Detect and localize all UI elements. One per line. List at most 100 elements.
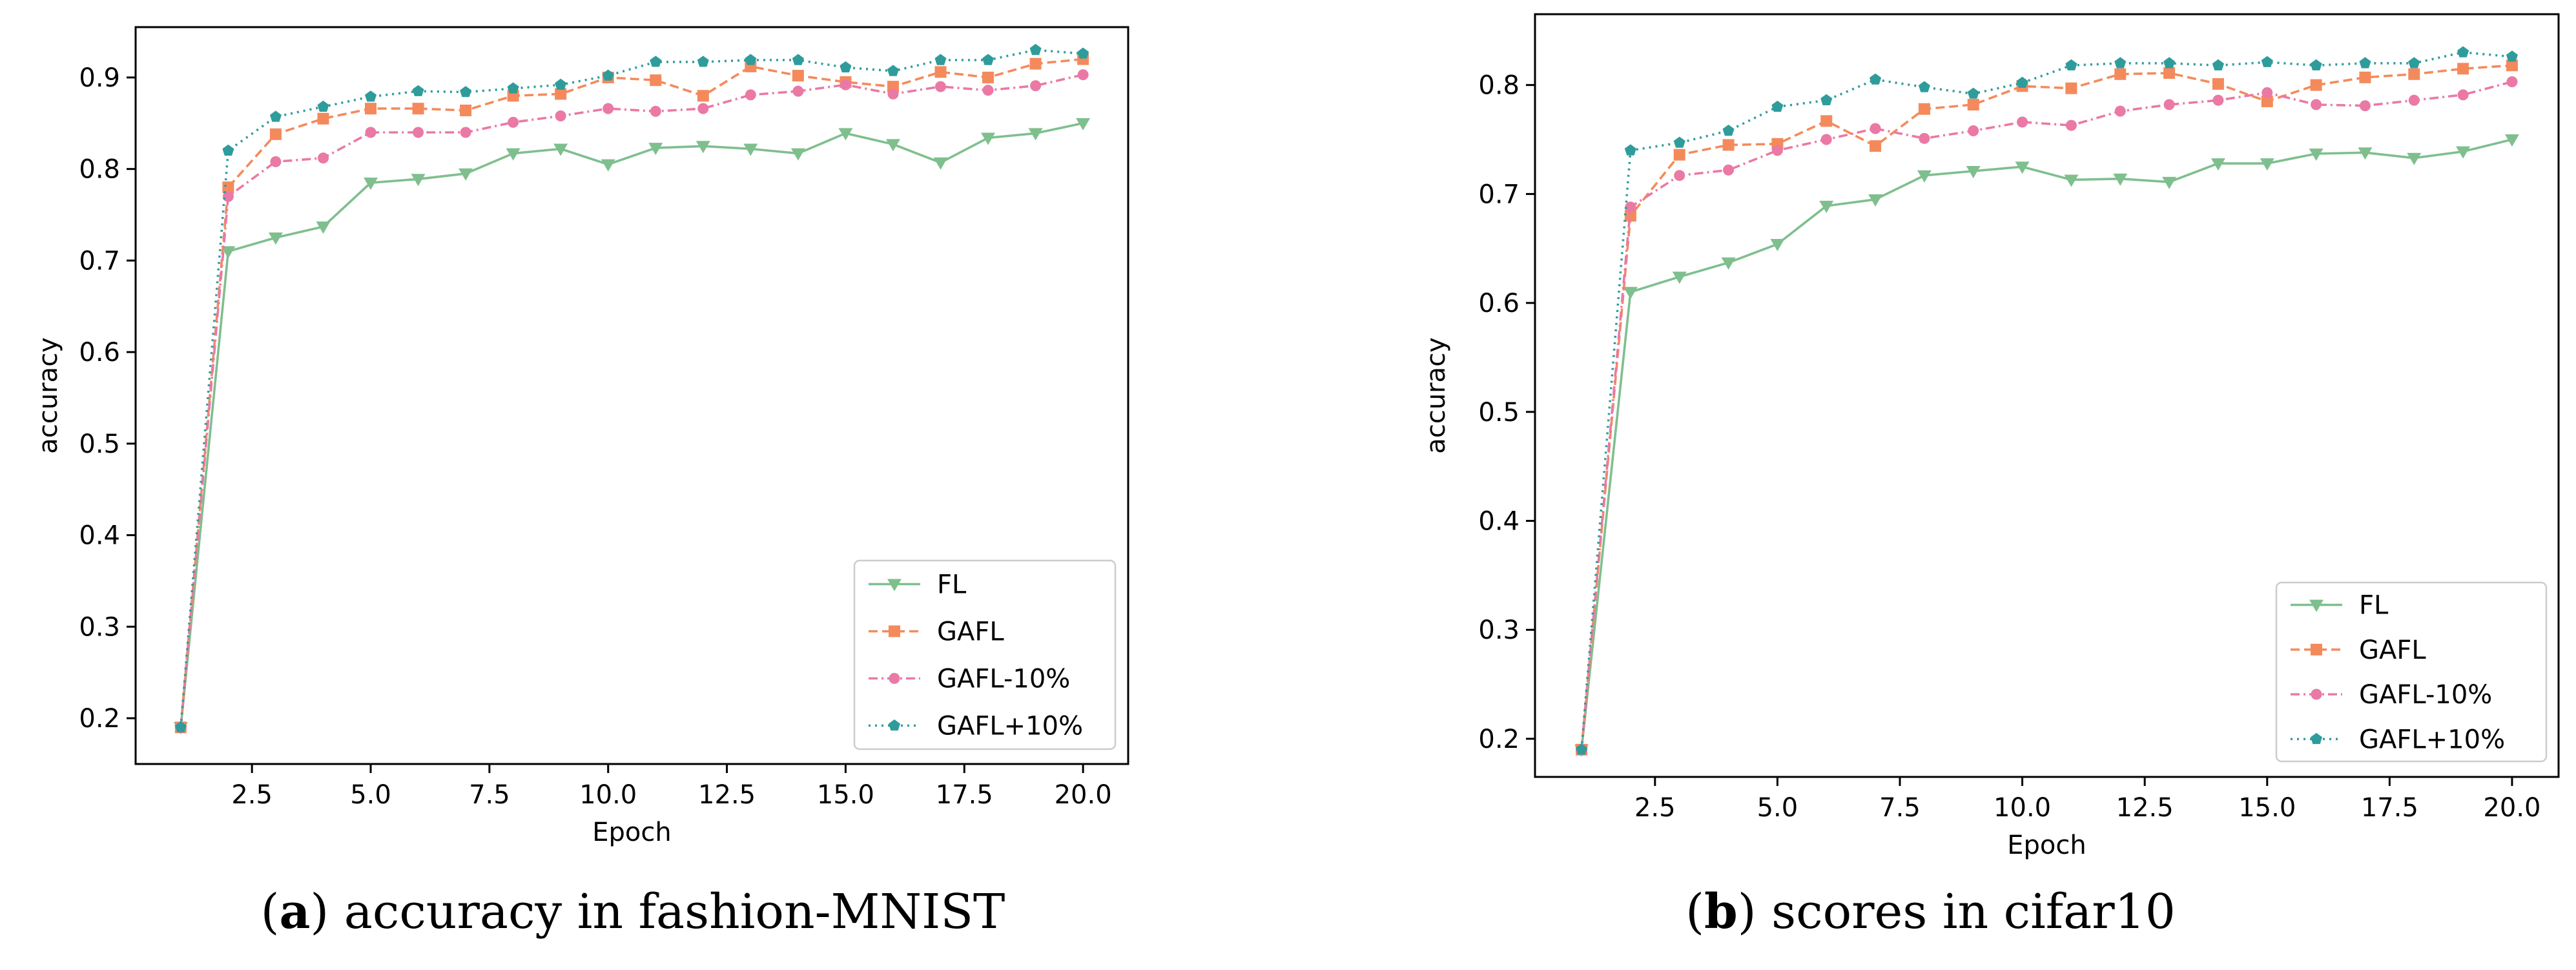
chart-b-series-0-point-13 (2210, 158, 2225, 171)
chart-a-series-0-point-3 (316, 221, 331, 234)
chart-b-series-2-point-14 (2262, 87, 2273, 98)
chart-a-series-3-point-6 (460, 86, 472, 98)
chart-b-series-3-point-7 (1918, 81, 1930, 92)
chart-b-series-3-point-9 (2016, 76, 2028, 88)
chart-b-series-2-point-17 (2408, 94, 2420, 106)
chart-a-series-line-0 (180, 122, 1084, 728)
chart-a-series-1-point-11 (697, 90, 709, 102)
chart-a-series-0-point-13 (790, 148, 805, 161)
chart-b-series-3-point-14 (2261, 56, 2273, 67)
chart-b-series-1-point-11 (2114, 68, 2127, 80)
chart-b-series-2-point-15 (2311, 99, 2322, 110)
chart-b-series-0-point-10 (2064, 174, 2079, 187)
chart-a-series-2-point-16 (935, 81, 947, 92)
chart-b-series-0-point-9 (2015, 161, 2030, 174)
chart-b-legend-label-3: GAFL+10% (2359, 725, 2505, 754)
chart-a-series-0-point-2 (268, 232, 283, 245)
chart-a-series-0-point-8 (553, 143, 568, 156)
caption-b-letter: b (1704, 884, 1738, 940)
chart-a-series-line-1 (180, 57, 1084, 728)
chart-a-series-2-point-4 (365, 127, 376, 138)
chart-b-legend-box (2275, 581, 2548, 763)
chart-a-series-3-point-9 (602, 69, 614, 81)
chart-b-ytick-label-4: 0.6 (1478, 289, 1520, 318)
chart-a-series-1-point-3 (317, 112, 329, 125)
chart-a-series-3-point-12 (745, 54, 757, 65)
chart-a-legend-marker-3 (889, 719, 900, 731)
chart-b-series-0-point-15 (2309, 148, 2324, 161)
chart-a-legend-label-1: GAFL (937, 617, 1004, 647)
chart-b-series-3-point-10 (2065, 59, 2077, 70)
chart-b-series-3-point-3 (1722, 125, 1735, 136)
chart-b-series-2-point-11 (2114, 105, 2126, 117)
chart-b-xtick-label-6: 17.5 (2361, 793, 2418, 823)
chart-a-series-0-point-17 (981, 132, 996, 145)
chart-a-xtick-label-1: 5.0 (350, 780, 391, 810)
chart-a-series-1-point-16 (934, 66, 947, 78)
caption-a: (a) accuracy in fashion-MNIST (0, 888, 1266, 936)
chart-a-ylabel: accuracy (34, 337, 63, 453)
chart-b-ytick-label-2: 0.4 (1478, 507, 1520, 537)
chart-a-series-3-point-13 (792, 54, 804, 65)
chart-b-series-3-point-4 (1771, 100, 1784, 112)
chart-b-series-2-point-18 (2457, 89, 2469, 101)
chart-a-series-1-point-1 (222, 181, 234, 194)
chart-a: 2.5 5.0 7.5 10.0 12.5 15.0 17.5 20.0 0.2 0.3 0.4 0.… (34, 26, 1129, 847)
chart-b-series-0-point-16 (2358, 147, 2373, 160)
chart-b-series-2-point-16 (2359, 100, 2371, 112)
chart-b-xtick-label-3: 10.0 (1994, 793, 2051, 823)
chart-b-series-0-point-7 (1917, 170, 1932, 183)
chart-b-series-2-point-4 (1771, 145, 1783, 156)
chart-a-series-3-point-7 (507, 82, 519, 94)
chart-b-series-0-point-14 (2260, 158, 2274, 171)
caption-b-open: ( (1685, 884, 1705, 940)
chart-b-series-2-point-19 (2506, 76, 2518, 88)
chart-a-ytick-label-6: 0.8 (79, 155, 120, 185)
chart-b-series-3-point-15 (2310, 59, 2322, 70)
chart-a-series-3-point-11 (697, 56, 709, 67)
chart-b-series-1-point-12 (2163, 67, 2176, 79)
caption-a-letter: a (279, 884, 311, 940)
chart-a-series-3-point-0 (174, 721, 187, 732)
chart-b-series-1-point-16 (2359, 71, 2371, 83)
chart-a-xtick-label-3: 10.0 (579, 780, 637, 810)
chart-a-series-3-point-16 (934, 54, 947, 65)
chart-a-legend-label-3: GAFL+10% (937, 712, 1083, 741)
chart-b-series-1-point-6 (1870, 140, 1882, 152)
chart-b-series-1-point-18 (2457, 63, 2469, 75)
chart-b-series-3-point-0 (1576, 743, 1588, 755)
chart-b-xtick-label-4: 12.5 (2116, 793, 2174, 823)
chart-b-series-0-point-3 (1721, 257, 1736, 270)
chart-a-series-2-point-9 (603, 103, 614, 114)
chart-b-series-0-point-17 (2407, 152, 2422, 165)
chart-a-series-line-2 (180, 73, 1084, 728)
chart-a-xtick-label-7: 20.0 (1055, 780, 1112, 810)
chart-a-series-2-point-10 (650, 105, 661, 117)
caption-b: (b) scores in cifar10 (1285, 888, 2576, 936)
chart-b-series-3-point-5 (1820, 94, 1833, 105)
caption-a-text: accuracy in fashion-MNIST (329, 884, 1005, 940)
chart-b-series-2-point-3 (1723, 164, 1735, 176)
chart-b-series-line-1 (1580, 64, 2513, 750)
chart-a-series-0-point-6 (459, 168, 473, 181)
chart-b-series-0-point-5 (1819, 200, 1834, 213)
chart-b-series-line-0 (1580, 138, 2513, 750)
chart-b-series-0-point-12 (2162, 176, 2177, 189)
chart-b-series-3-point-17 (2408, 57, 2420, 68)
chart-b-series-2-point-9 (2017, 116, 2028, 128)
chart-a-legend-label-2: GAFL-10% (937, 665, 1070, 694)
chart-a-legend: FL GAFL GAFL-10% GAFL+10% (853, 559, 1117, 750)
chart-b-ytick-label-6: 0.8 (1478, 71, 1520, 101)
chart-b-series-2-point-5 (1820, 134, 1832, 145)
chart-a-series-3-point-18 (1029, 43, 1042, 56)
chart-b-series-0-point-18 (2456, 146, 2471, 159)
chart-a-ytick-label-0: 0.2 (79, 704, 120, 734)
chart-b-series-3-point-12 (2163, 57, 2176, 68)
chart-a-series-2-point-11 (697, 103, 709, 114)
chart-a-series-2-point-7 (508, 116, 519, 128)
chart-b-series-1-point-8 (1967, 99, 1979, 111)
chart-b-xtick-label-1: 5.0 (1757, 793, 1798, 823)
chart-a-series-3-point-10 (650, 56, 662, 67)
chart-a-series-0-point-14 (838, 128, 853, 141)
chart-b-legend-marker-0 (2309, 599, 2324, 612)
